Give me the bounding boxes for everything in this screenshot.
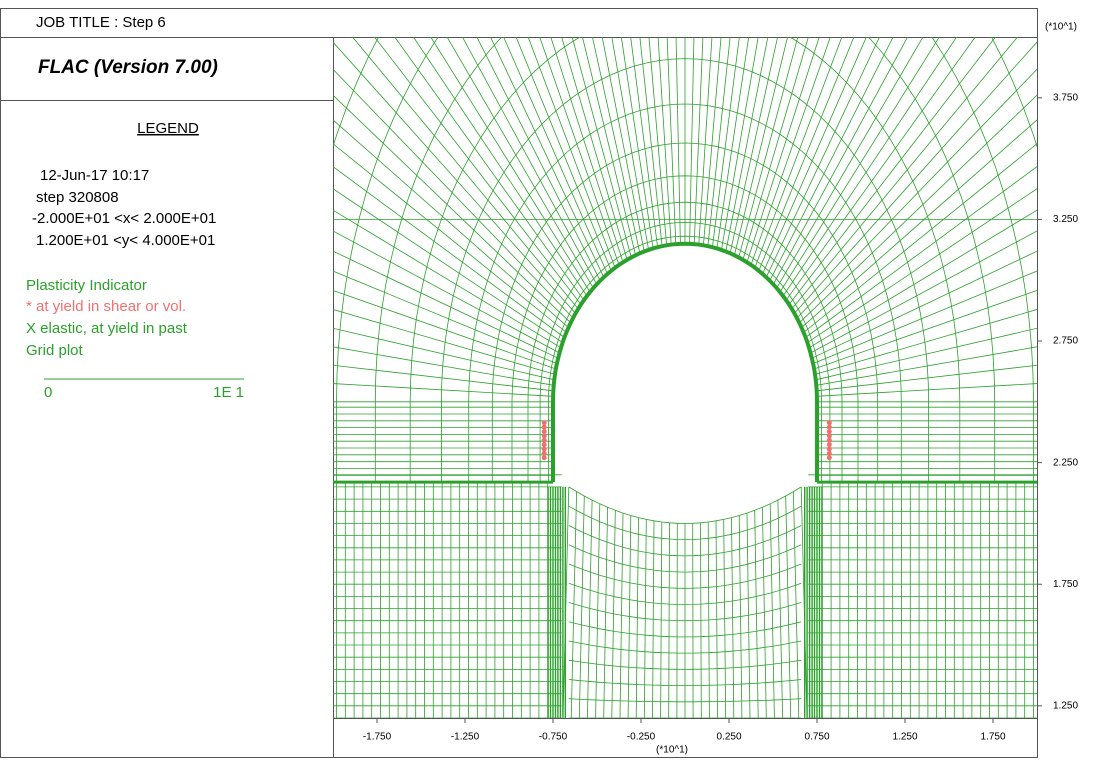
legend-xrange: -2.000E+01 <x< 2.000E+01 bbox=[32, 210, 216, 227]
legend-title: LEGEND bbox=[137, 120, 199, 137]
mesh-line bbox=[639, 0, 676, 244]
x-tick-label: -0.250 bbox=[627, 732, 656, 743]
mesh-line bbox=[540, 222, 830, 482]
yield-marker bbox=[542, 447, 547, 452]
yield-marker bbox=[827, 433, 832, 438]
yield-marker bbox=[827, 438, 832, 443]
x-tick-label: 1.250 bbox=[892, 732, 917, 743]
yield-marker bbox=[542, 425, 547, 430]
x-tick-label: -1.250 bbox=[451, 732, 480, 743]
mesh-line bbox=[25, 366, 553, 397]
mesh-line bbox=[27, 330, 554, 391]
x-tick-label: -1.750 bbox=[363, 732, 392, 743]
yield-marker bbox=[827, 451, 832, 456]
mesh-line bbox=[815, 222, 1098, 374]
y-tick-label: 3.250 bbox=[1053, 214, 1078, 225]
mesh-line bbox=[82, 0, 564, 338]
mesh-line bbox=[794, 0, 1098, 313]
mesh-line bbox=[569, 487, 801, 524]
legend-item: X elastic, at yield in past bbox=[26, 320, 188, 337]
mesh-line bbox=[92, 0, 567, 332]
y-tick-label: 2.750 bbox=[1053, 336, 1078, 347]
yield-marker bbox=[542, 455, 547, 460]
mesh-line bbox=[197, 0, 1098, 482]
mesh-line bbox=[151, 0, 578, 309]
yield-marker bbox=[827, 442, 832, 447]
yield-marker bbox=[542, 433, 547, 438]
x-tick-label: 0.250 bbox=[716, 732, 741, 743]
mesh-line bbox=[770, 0, 1098, 281]
y-scale-label: (*10^1) bbox=[1045, 22, 1077, 33]
yield-marker bbox=[827, 425, 832, 430]
y-tick-label: 1.750 bbox=[1053, 579, 1078, 590]
scale-end: 1E 1 bbox=[213, 384, 244, 401]
legend-item: Plasticity Indicator bbox=[26, 277, 147, 294]
mesh-line bbox=[812, 117, 1098, 358]
mesh-line bbox=[570, 0, 662, 246]
legend-date: 12-Jun-17 10:17 bbox=[40, 167, 149, 184]
mesh-line bbox=[549, 236, 822, 482]
yield-marker bbox=[542, 438, 547, 443]
mesh-line bbox=[690, 0, 708, 244]
yield-marker bbox=[827, 429, 832, 434]
yield-marker bbox=[827, 420, 832, 425]
job-title: JOB TITLE : Step 6 bbox=[36, 14, 166, 31]
x-tick-label: 1.750 bbox=[980, 732, 1005, 743]
y-tick-label: 1.250 bbox=[1053, 700, 1078, 711]
mesh-line bbox=[396, 0, 627, 260]
y-tick-label: 2.250 bbox=[1053, 457, 1078, 468]
mesh-line bbox=[694, 0, 731, 244]
yield-marker bbox=[542, 429, 547, 434]
mesh-line bbox=[138, 0, 576, 313]
mesh-line bbox=[165, 0, 581, 305]
yield-marker bbox=[542, 420, 547, 425]
mesh-line bbox=[662, 0, 680, 244]
scale-start: 0 bbox=[44, 384, 52, 401]
mesh-line bbox=[817, 366, 1098, 397]
yield-marker bbox=[542, 451, 547, 456]
mesh-line bbox=[669, 523, 670, 718]
mesh-line bbox=[243, 0, 596, 284]
x-tick-label: -0.750 bbox=[539, 732, 568, 743]
legend-step: step 320808 bbox=[36, 189, 119, 206]
mesh-line bbox=[806, 0, 1098, 338]
mesh-line bbox=[708, 0, 800, 246]
yield-marker bbox=[542, 442, 547, 447]
legend-item: * at yield in shear or vol. bbox=[26, 298, 186, 315]
mesh-line bbox=[125, 0, 573, 318]
program: FLAC (Version 7.00) bbox=[38, 57, 218, 78]
mesh-line bbox=[701, 523, 702, 718]
x-scale-label: (*10^1) bbox=[656, 745, 688, 756]
x-tick-label: 0.750 bbox=[804, 732, 829, 743]
mesh-line bbox=[734, 0, 932, 255]
mesh-line bbox=[792, 0, 1098, 309]
legend-item: Grid plot bbox=[26, 342, 84, 359]
y-tick-label: 3.750 bbox=[1053, 92, 1078, 103]
legend-yrange: 1.200E+01 <y< 4.000E+01 bbox=[36, 232, 215, 249]
mesh-line bbox=[743, 0, 974, 260]
yield-marker bbox=[827, 447, 832, 452]
yield-marker bbox=[827, 455, 832, 460]
mesh bbox=[0, 0, 1098, 718]
mesh-line bbox=[797, 0, 1098, 318]
mesh-line bbox=[227, 0, 594, 288]
mesh-line bbox=[438, 0, 636, 255]
